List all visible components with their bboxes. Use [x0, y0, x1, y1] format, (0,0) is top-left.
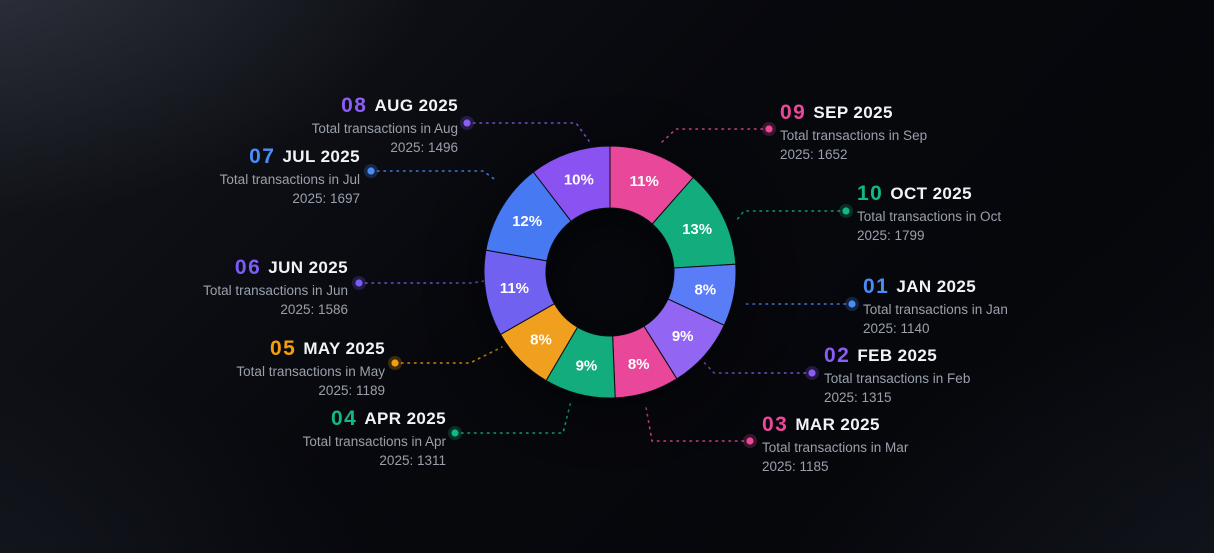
slice-percent-label: 8% [530, 332, 552, 349]
slice-percent-label: 11% [630, 173, 659, 190]
connector-dot-jan [848, 300, 856, 308]
month-name: AUG 2025 [374, 96, 458, 115]
connector-dot-feb [808, 369, 816, 377]
slice-percent-label: 11% [500, 280, 529, 297]
label-jul-2025: 07 JUL 2025 Total transactions in Jul 202… [140, 145, 360, 208]
label-title: 08 AUG 2025 [238, 94, 458, 119]
month-number: 06 [234, 256, 262, 279]
connector-line-sep [660, 128, 770, 144]
month-number: 10 [857, 182, 884, 205]
slice-percent-label: 8% [628, 356, 650, 373]
month-total-line1: Total transactions in Oct [857, 209, 1002, 224]
slice-percent-label: 8% [694, 282, 716, 299]
label-oct-2025: 10 OCT 2025 Total transactions in Oct 202… [857, 182, 1077, 245]
month-number: 01 [863, 275, 890, 298]
connector-dot-jul [367, 167, 375, 175]
month-number: 07 [249, 145, 276, 168]
month-total-line2: 2025: 1697 [292, 190, 360, 206]
month-number: 09 [780, 101, 807, 124]
month-total-line2: 2025: 1185 [762, 458, 829, 474]
label-title: 02 FEB 2025 [824, 344, 1044, 369]
label-jan-2025: 01 JAN 2025 Total transactions in Jan 202… [863, 275, 1083, 338]
label-apr-2025: 04 APR 2025 Total transactions in Apr 202… [226, 407, 446, 470]
month-total-line1: Total transactions in Mar [762, 440, 909, 455]
connector-dot-may [391, 359, 399, 367]
month-name: MAY 2025 [303, 339, 385, 358]
month-total-line1: Total transactions in May [236, 364, 385, 379]
connector-line-aug [466, 122, 590, 142]
month-total-line1: Total transactions in Aug [311, 121, 458, 136]
month-total-line1: Total transactions in Jul [219, 172, 360, 187]
month-number: 08 [341, 94, 368, 117]
label-title: 05 MAY 2025 [165, 337, 385, 362]
month-name: FEB 2025 [857, 346, 938, 365]
month-total-line1: Total transactions in Feb [824, 371, 971, 386]
label-title: 07 JUL 2025 [140, 145, 360, 170]
label-title: 10 OCT 2025 [857, 182, 1077, 207]
connector-line-may [394, 346, 503, 364]
slice-percent-label: 9% [576, 358, 598, 375]
label-aug-2025: 08 AUG 2025 Total transactions in Aug 202… [238, 94, 458, 157]
connector-line-jun [358, 280, 485, 284]
label-jun-2025: 06 JUN 2025 Total transactions in Jun 202… [128, 256, 348, 319]
month-total-line1: Total transactions in Apr [302, 434, 446, 449]
month-name: SEP 2025 [813, 103, 893, 122]
month-total-line2: 2025: 1799 [857, 227, 925, 243]
month-name: JUN 2025 [268, 258, 348, 277]
month-number: 04 [331, 407, 358, 430]
label-may-2025: 05 MAY 2025 Total transactions in May 202… [165, 337, 385, 400]
label-title: 09 SEP 2025 [780, 101, 1000, 126]
label-sep-2025: 09 SEP 2025 Total transactions in Sep 202… [780, 101, 1000, 164]
month-total-line2: 2025: 1140 [863, 320, 930, 336]
label-feb-2025: 02 FEB 2025 Total transactions in Feb 202… [824, 344, 1044, 407]
donut-percent-labels: 11% 13% 8% 9% 8% 9% 8% 11% 12% 10% [500, 172, 716, 375]
label-title: 06 JUN 2025 [128, 256, 348, 281]
month-total-line2: 2025: 1189 [318, 382, 385, 398]
month-number: 03 [762, 413, 789, 436]
month-total-line2: 2025: 1586 [280, 301, 348, 317]
label-title: 03 MAR 2025 [762, 413, 982, 438]
label-title: 01 JAN 2025 [863, 275, 1083, 300]
month-total-line1: Total transactions in Sep [780, 128, 928, 143]
month-total-line2: 2025: 1315 [824, 389, 892, 405]
month-total-line1: Total transactions in Jun [203, 283, 348, 298]
label-title: 04 APR 2025 [226, 407, 446, 432]
month-name: JAN 2025 [896, 277, 977, 296]
slice-percent-label: 9% [672, 328, 694, 345]
donut-slice-aug-2025[interactable] [532, 145, 611, 222]
month-total-line1: Total transactions in Jan [863, 302, 1008, 317]
month-name: JUL 2025 [282, 147, 360, 166]
connector-line-oct [734, 210, 847, 223]
label-mar-2025: 03 MAR 2025 Total transactions in Mar 202… [762, 413, 982, 476]
month-total-line2: 2025: 1311 [379, 452, 446, 468]
month-total-line2: 2025: 1496 [390, 139, 458, 155]
slice-percent-label: 12% [512, 213, 542, 230]
connector-lines [352, 116, 859, 448]
month-number: 02 [824, 344, 851, 367]
month-name: MAR 2025 [795, 415, 880, 434]
month-name: APR 2025 [364, 409, 446, 428]
connector-dot-aug [463, 119, 471, 127]
connector-line-apr [454, 400, 572, 434]
connector-dot-oct [842, 207, 850, 215]
month-name: OCT 2025 [890, 184, 972, 203]
connector-dot-mar [746, 437, 754, 445]
connector-dot-sep [765, 125, 773, 133]
connector-dot-jun [355, 279, 363, 287]
connector-dot-apr [451, 429, 459, 437]
connector-line-jul [370, 170, 498, 182]
month-total-line2: 2025: 1652 [780, 146, 848, 162]
slice-percent-label: 10% [564, 172, 594, 189]
slice-percent-label: 13% [682, 221, 712, 238]
month-number: 05 [269, 337, 297, 360]
donut-slices [483, 145, 737, 399]
connector-line-feb [700, 358, 813, 374]
connector-line-mar [645, 406, 751, 442]
